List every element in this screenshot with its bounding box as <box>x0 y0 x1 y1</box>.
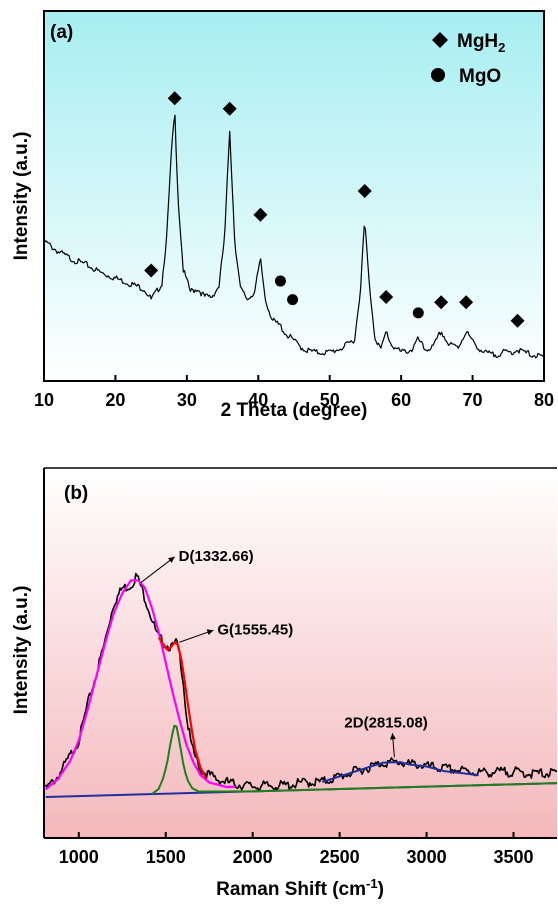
x-tick-label: 10 <box>34 390 54 410</box>
mgh2-peak-marker <box>434 295 449 310</box>
d-band-fit-line <box>45 579 236 791</box>
mgh2-peak-marker <box>357 183 372 198</box>
xrd-pattern-line <box>43 114 545 359</box>
annotation-arrowhead <box>389 733 396 740</box>
panel-b-marks <box>44 572 558 798</box>
annotation-label: D(1332.66) <box>179 548 254 565</box>
mgh2-peak-marker <box>144 263 159 278</box>
panel-a: 10 20 30 40 50 60 70 80 (a) 2 Theta (degree) In… <box>11 10 554 421</box>
panel-b-background <box>44 468 557 838</box>
x-tick-label: 40 <box>248 390 268 410</box>
legend-circle-icon <box>431 68 445 82</box>
annotation-arrow <box>140 556 175 584</box>
mgo-peak-marker <box>412 307 424 319</box>
panel-a-legend: MgH2 MgO <box>431 31 505 87</box>
x-tick-label: 1500 <box>146 847 186 867</box>
panel-b: 1000 1500 2000 2500 3000 3500 (b) Raman Shift… <box>11 467 558 900</box>
mgh2-peak-marker <box>253 207 268 222</box>
x-tick-label: 30 <box>177 390 197 410</box>
2d-band-fit-line <box>321 761 479 783</box>
x-tick-label: 3000 <box>407 847 447 867</box>
mgo-peak-marker <box>287 294 299 306</box>
panel-a-background <box>44 11 544 381</box>
annotation-arrowhead <box>206 629 214 636</box>
mgh2-peak-marker <box>510 313 525 328</box>
mgo-peak-marker <box>274 275 286 287</box>
annotation-arrowhead <box>168 556 175 563</box>
x-tick-label: 1000 <box>59 847 99 867</box>
legend-mgo-label: MgO <box>459 66 501 87</box>
panel-b-x-ticks: 1000 1500 2000 2500 3000 3500 <box>59 832 534 867</box>
x-tick-label: 70 <box>463 390 483 410</box>
x-tick-label: 60 <box>391 390 411 410</box>
x-tick-label: 50 <box>320 390 340 410</box>
panel-b-label: (b) <box>64 483 88 504</box>
legend-mgh2-label: MgH2 <box>457 31 505 55</box>
panel-b-y-axis-label: Intensity (a.u.) <box>11 586 32 715</box>
x-tick-label: 3500 <box>494 847 534 867</box>
panel-a-frame <box>43 10 545 382</box>
mgh2-peak-marker <box>167 91 182 106</box>
x-tick-label: 80 <box>534 390 554 410</box>
panel-a-x-axis-label: 2 Theta (degree) <box>221 400 368 421</box>
panel-a-label: (a) <box>50 22 73 43</box>
g-band-fit-line <box>157 636 207 779</box>
legend-diamond-icon <box>432 32 448 48</box>
annotation-label: 2D(2815.08) <box>344 714 427 731</box>
annotation-label: G(1555.45) <box>217 621 293 638</box>
panel-a-x-ticks: 10 20 30 40 50 60 70 80 <box>34 375 554 410</box>
g-component-line <box>151 724 558 795</box>
annotation-arrow <box>179 629 214 643</box>
panel-b-annotations: D(1332.66) G(1555.45) 2D(2815.08) <box>140 548 428 758</box>
x-tick-label: 2000 <box>233 847 273 867</box>
x-tick-label: 20 <box>105 390 125 410</box>
mgh2-peak-marker <box>459 295 474 310</box>
panel-a-marks <box>43 91 545 359</box>
panel-b-x-axis-label: Raman Shift (cm-1) <box>216 876 384 900</box>
panel-a-y-axis-label: Intensity (a.u.) <box>11 132 32 261</box>
x-tick-label: 2500 <box>320 847 360 867</box>
mgh2-peak-marker <box>379 289 394 304</box>
mgh2-peak-marker <box>222 101 237 116</box>
